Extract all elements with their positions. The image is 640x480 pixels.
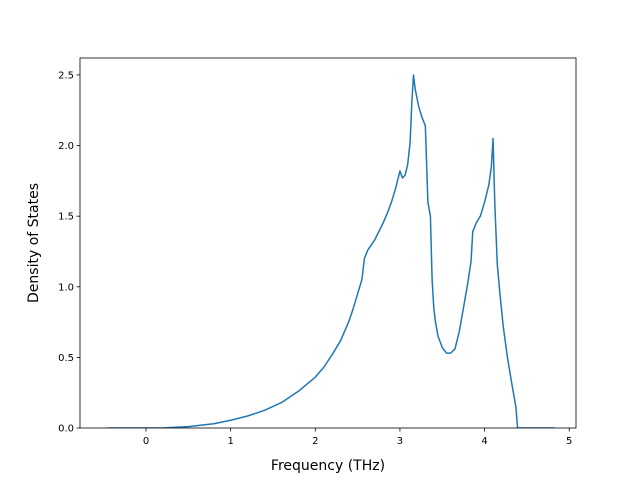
x-tick-label: 5	[566, 436, 572, 447]
x-axis-label: Frequency (THz)	[271, 458, 385, 474]
y-tick-label: 0.0	[58, 424, 74, 435]
axes: 0 1 2 3 4 5 0.0 0.5 1.0 1.5 2.0 2.5	[58, 57, 577, 447]
x-tick-label: 4	[481, 436, 487, 447]
x-tick-label: 1	[227, 436, 233, 447]
y-tick-label: 1.5	[58, 212, 74, 223]
plot-area	[107, 74, 554, 428]
plot-frame	[79, 57, 577, 429]
y-tick-label: 2.0	[58, 141, 74, 152]
y-axis-label: Density of States	[26, 183, 42, 303]
x-tick-label: 0	[143, 436, 149, 447]
y-tick-label: 0.5	[58, 353, 74, 364]
y-tick-label: 2.5	[58, 70, 74, 81]
series-line-0	[107, 74, 554, 428]
x-tick-label: 2	[312, 436, 318, 447]
y-tick-label: 1.0	[58, 282, 74, 293]
x-tick-label: 3	[397, 436, 403, 447]
